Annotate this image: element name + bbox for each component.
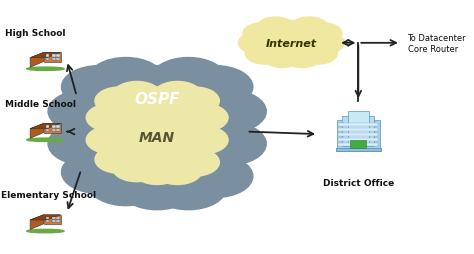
- Circle shape: [256, 18, 295, 40]
- Polygon shape: [52, 130, 55, 132]
- Polygon shape: [30, 124, 44, 139]
- Polygon shape: [52, 126, 55, 128]
- Circle shape: [119, 66, 195, 109]
- Ellipse shape: [27, 68, 64, 71]
- Circle shape: [299, 43, 337, 65]
- Polygon shape: [46, 126, 49, 128]
- Circle shape: [62, 151, 137, 194]
- FancyBboxPatch shape: [347, 112, 369, 145]
- Circle shape: [86, 126, 135, 154]
- Polygon shape: [46, 217, 49, 219]
- Circle shape: [178, 66, 253, 109]
- Text: Internet: Internet: [266, 39, 317, 49]
- Polygon shape: [44, 215, 61, 224]
- Polygon shape: [44, 124, 61, 133]
- Circle shape: [95, 146, 144, 174]
- Circle shape: [151, 167, 226, 210]
- Polygon shape: [30, 53, 44, 68]
- Circle shape: [245, 43, 284, 65]
- Polygon shape: [46, 130, 49, 132]
- Circle shape: [88, 163, 164, 206]
- Circle shape: [171, 88, 219, 115]
- Circle shape: [48, 91, 123, 133]
- Circle shape: [179, 104, 228, 132]
- Polygon shape: [56, 59, 60, 61]
- Text: District Office: District Office: [323, 178, 394, 187]
- Polygon shape: [30, 215, 44, 230]
- Circle shape: [62, 66, 137, 109]
- Polygon shape: [56, 126, 60, 128]
- Text: Elementary School: Elementary School: [0, 191, 96, 200]
- Circle shape: [263, 46, 301, 68]
- Circle shape: [171, 149, 219, 177]
- Ellipse shape: [90, 80, 224, 185]
- FancyBboxPatch shape: [350, 141, 366, 148]
- Circle shape: [290, 18, 328, 40]
- Circle shape: [133, 88, 182, 115]
- FancyBboxPatch shape: [342, 116, 374, 147]
- Circle shape: [119, 167, 195, 210]
- Circle shape: [283, 46, 322, 68]
- Circle shape: [179, 126, 228, 154]
- Text: High School: High School: [5, 29, 66, 38]
- Polygon shape: [46, 220, 49, 223]
- Ellipse shape: [27, 138, 64, 142]
- Circle shape: [243, 24, 282, 45]
- Polygon shape: [30, 53, 61, 58]
- Circle shape: [133, 157, 182, 185]
- Circle shape: [153, 157, 202, 185]
- Circle shape: [191, 91, 266, 133]
- Polygon shape: [56, 217, 60, 219]
- Circle shape: [112, 154, 161, 182]
- Polygon shape: [52, 55, 55, 57]
- Circle shape: [191, 123, 266, 165]
- Circle shape: [303, 24, 342, 45]
- Text: MAN: MAN: [139, 130, 175, 144]
- Polygon shape: [46, 59, 49, 61]
- Ellipse shape: [262, 31, 320, 56]
- Circle shape: [238, 33, 277, 55]
- Polygon shape: [52, 220, 55, 223]
- FancyBboxPatch shape: [338, 129, 378, 131]
- Polygon shape: [56, 130, 60, 132]
- Polygon shape: [52, 217, 55, 219]
- Circle shape: [151, 58, 226, 101]
- Polygon shape: [56, 55, 60, 57]
- Polygon shape: [30, 215, 61, 220]
- Text: To Datacenter
Core Router: To Datacenter Core Router: [408, 34, 466, 53]
- Polygon shape: [56, 220, 60, 223]
- Circle shape: [305, 33, 344, 55]
- Circle shape: [112, 82, 161, 110]
- Circle shape: [95, 88, 144, 115]
- Circle shape: [48, 123, 123, 165]
- Circle shape: [153, 82, 202, 110]
- Circle shape: [272, 21, 310, 43]
- FancyBboxPatch shape: [338, 138, 378, 141]
- Circle shape: [88, 58, 164, 101]
- FancyBboxPatch shape: [338, 143, 378, 146]
- Polygon shape: [336, 148, 381, 151]
- Circle shape: [86, 104, 135, 132]
- Polygon shape: [30, 124, 61, 129]
- Polygon shape: [52, 59, 55, 61]
- Ellipse shape: [27, 229, 64, 233]
- Text: Middle School: Middle School: [5, 100, 76, 109]
- Polygon shape: [44, 53, 61, 62]
- FancyBboxPatch shape: [338, 134, 378, 136]
- Circle shape: [178, 155, 253, 198]
- Text: OSPF: OSPF: [135, 92, 180, 107]
- Ellipse shape: [114, 96, 201, 168]
- Polygon shape: [46, 55, 49, 57]
- FancyBboxPatch shape: [337, 121, 380, 148]
- FancyBboxPatch shape: [338, 124, 378, 126]
